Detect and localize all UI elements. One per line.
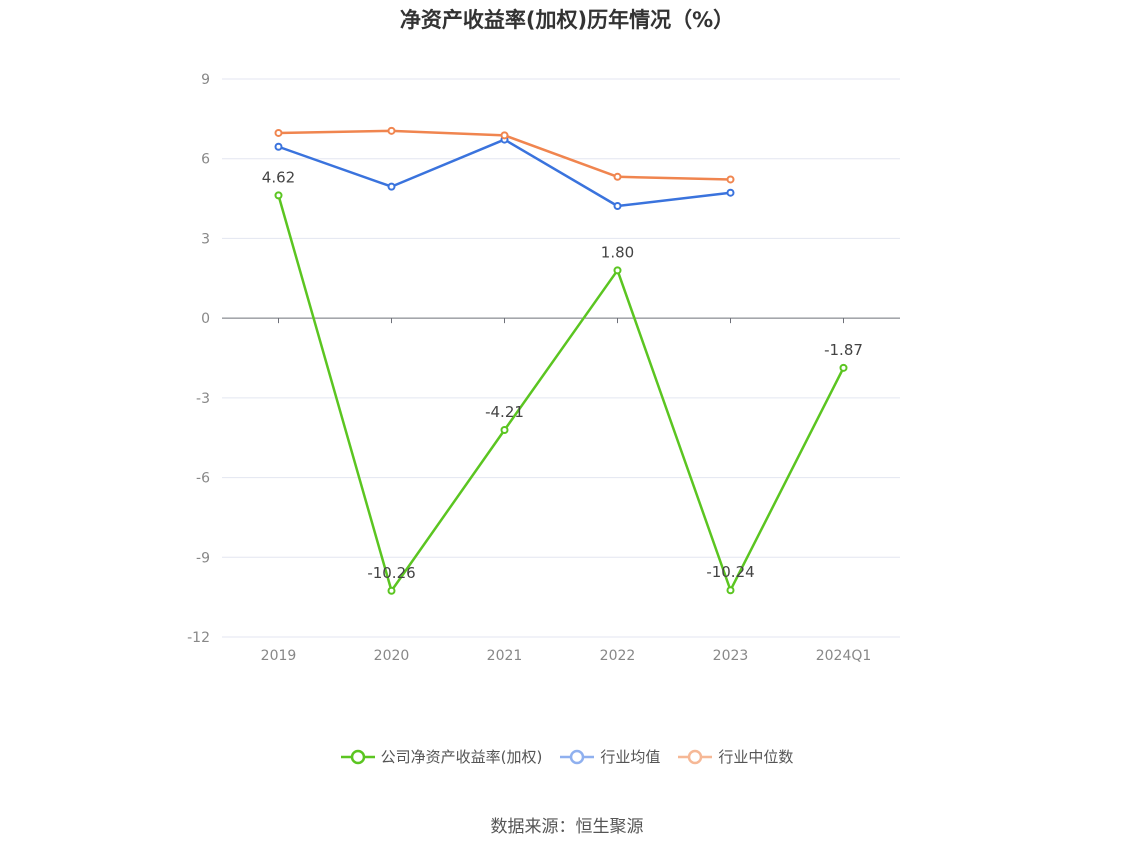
- data-point: [500, 426, 509, 435]
- legend-item[interactable]: 行业均值: [560, 746, 660, 767]
- data-point: [613, 202, 622, 211]
- data-point: [274, 142, 283, 151]
- y-tick-label: 6: [201, 152, 210, 168]
- data-point: [387, 586, 396, 595]
- data-label: -10.24: [706, 563, 754, 581]
- legend-swatch-icon: [340, 749, 375, 764]
- y-tick-label: 3: [201, 231, 210, 247]
- legend-item[interactable]: 行业中位数: [678, 746, 793, 767]
- y-tick-label: -3: [196, 391, 210, 407]
- data-label: 4.62: [262, 168, 295, 186]
- x-tick-label: 2022: [600, 648, 636, 664]
- data-label: -10.26: [367, 564, 415, 582]
- data-point: [613, 172, 622, 181]
- y-tick-label: 9: [201, 72, 210, 88]
- chart-title: 净资产收益率(加权)历年情况（%）: [399, 8, 735, 32]
- data-point: [726, 586, 735, 595]
- data-point: [274, 191, 283, 200]
- x-tick-label: 2024Q1: [816, 648, 872, 664]
- data-point: [387, 126, 396, 135]
- legend-label: 公司净资产收益率(加权): [380, 748, 543, 766]
- y-tick-label: -9: [196, 550, 210, 566]
- source-note: 数据来源：恒生聚源: [490, 817, 644, 837]
- data-label: 1.80: [601, 243, 634, 261]
- data-point: [387, 182, 396, 191]
- x-tick-label: 2019: [261, 648, 297, 664]
- data-point: [726, 175, 735, 184]
- data-point: [839, 363, 848, 372]
- data-point: [726, 188, 735, 197]
- series-line: [278, 138, 731, 208]
- data-point: [613, 266, 622, 275]
- legend: 公司净资产收益率(加权) 行业均值 行业中位数: [0, 746, 1134, 767]
- x-tick-label: 2021: [487, 648, 523, 664]
- legend-label: 行业均值: [600, 748, 661, 766]
- data-label: -4.21: [485, 403, 524, 421]
- x-tick-label: 2020: [374, 648, 410, 664]
- y-tick-label: 0: [201, 311, 210, 327]
- series-line: [277, 195, 845, 593]
- data-point: [274, 128, 283, 137]
- y-tick-label: -6: [196, 471, 210, 487]
- legend-item[interactable]: 公司净资产收益率(加权): [340, 746, 543, 767]
- legend-swatch-icon: [678, 749, 713, 764]
- legend-label: 行业中位数: [718, 748, 794, 766]
- x-tick-label: 2023: [713, 648, 749, 664]
- data-point: [500, 131, 509, 140]
- y-tick-label: -12: [187, 630, 210, 646]
- data-label: -1.87: [824, 341, 863, 359]
- legend-swatch-icon: [560, 749, 595, 764]
